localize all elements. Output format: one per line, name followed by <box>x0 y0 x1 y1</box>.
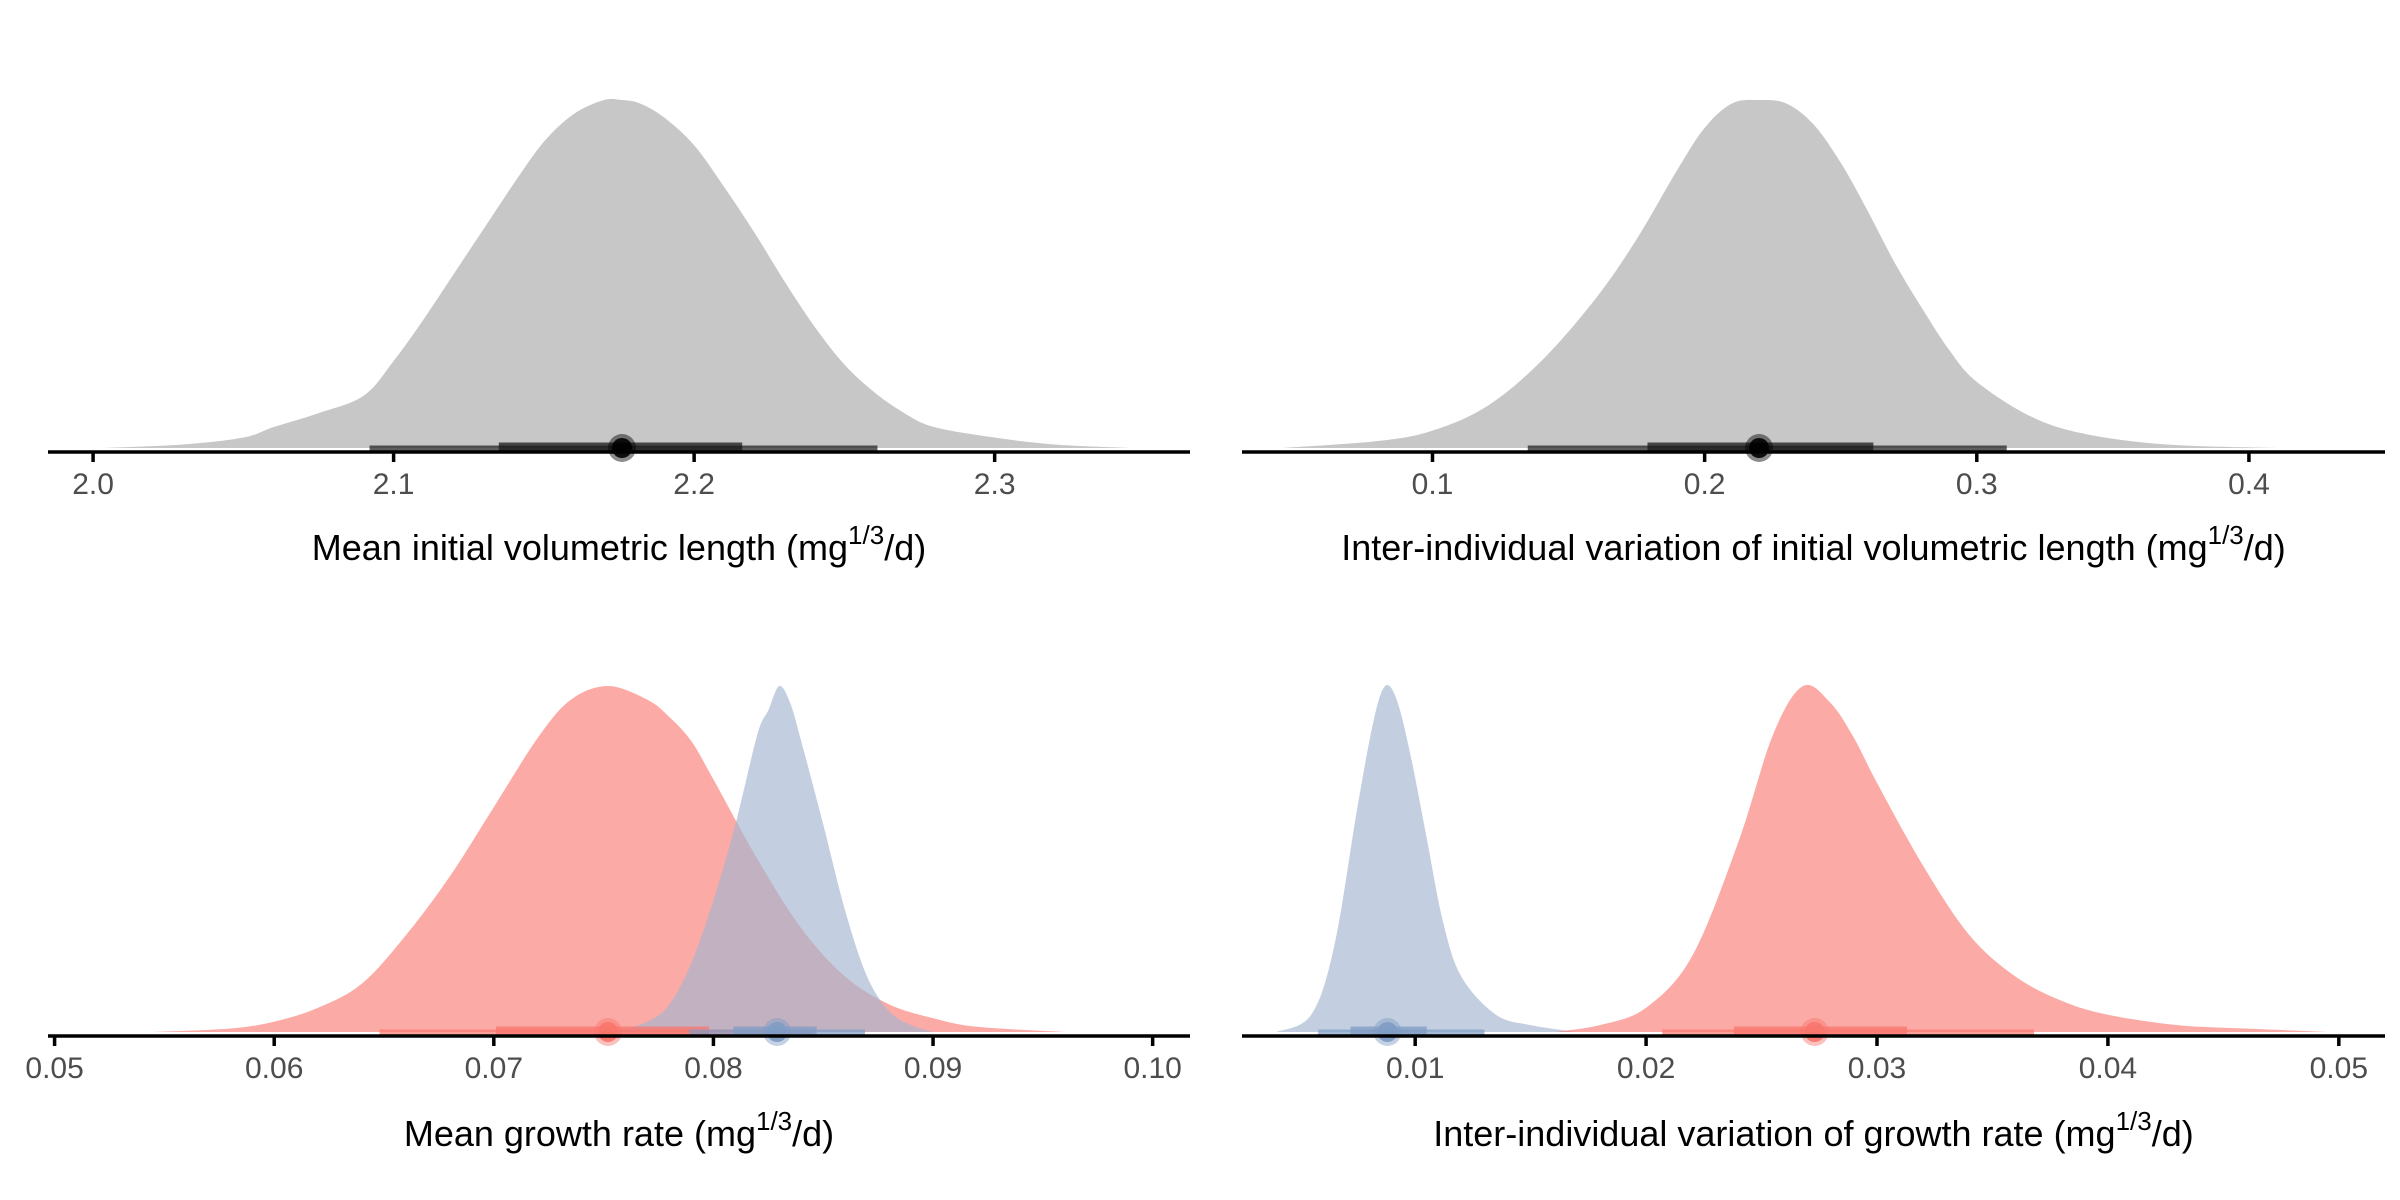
x-axis-title-superscript: 1/3 <box>2116 1106 2152 1136</box>
x-axis-title: Inter-individual variation of growth rat… <box>1433 1106 2193 1154</box>
x-axis-title-unit-tail: /d) <box>2244 527 2286 568</box>
point-estimate-1 <box>1749 438 1770 458</box>
x-tick-label: 0.10 <box>1123 1052 1181 1085</box>
density-area-1 <box>1276 685 1577 1032</box>
point-estimate-1 <box>598 1022 619 1042</box>
x-tick-label: 2.0 <box>72 468 114 501</box>
x-tick-label: 0.09 <box>904 1052 962 1085</box>
chart-panel-4: 0.01 0.02 0.03 0.04 0.05 Inter-individual var… <box>1242 684 2385 1154</box>
x-axis-title-text: Mean growth rate (mg <box>404 1113 756 1154</box>
density-area-2 <box>614 685 934 1032</box>
point-estimate-1 <box>1377 1022 1398 1042</box>
x-tick-label: 0.05 <box>2310 1052 2368 1085</box>
x-tick-label: 2.3 <box>974 468 1016 501</box>
density-area-1 <box>153 686 1065 1032</box>
x-tick-label: 0.4 <box>2228 468 2270 501</box>
x-axis-title-superscript: 1/3 <box>2208 520 2244 550</box>
density-area-2 <box>1553 684 2328 1032</box>
x-axis-title-unit-tail: /d) <box>2152 1113 2194 1154</box>
chart-panel-1: 2.0 2.1 2.2 2.3 Mean initial volumetric leng… <box>48 98 1190 568</box>
x-tick-label: 0.04 <box>2079 1052 2137 1085</box>
x-tick-label: 0.01 <box>1386 1052 1444 1085</box>
chart-panel-2: 0.1 0.2 0.3 0.4 Inter-individual variation o… <box>1242 99 2385 568</box>
x-axis-title-text: Mean initial volumetric length (mg <box>312 527 848 568</box>
x-tick-label: 0.05 <box>25 1052 83 1085</box>
x-axis-title-text: Inter-individual variation of initial vo… <box>1341 527 2207 568</box>
x-tick-label: 2.2 <box>673 468 715 501</box>
x-axis-title-superscript: 1/3 <box>756 1106 792 1136</box>
x-axis-title: Mean growth rate (mg1/3/d) <box>404 1106 834 1154</box>
x-axis-title: Inter-individual variation of initial vo… <box>1341 520 2286 568</box>
x-tick-label: 0.3 <box>1956 468 1998 501</box>
point-estimate-1 <box>612 438 633 458</box>
x-axis-title-unit-tail: /d) <box>884 527 926 568</box>
x-axis-title-superscript: 1/3 <box>848 520 884 550</box>
point-estimate-2 <box>1804 1022 1825 1042</box>
x-tick-label: 0.08 <box>684 1052 742 1085</box>
x-axis-title-unit-tail: /d) <box>792 1113 834 1154</box>
x-tick-label: 0.07 <box>465 1052 523 1085</box>
point-estimate-2 <box>767 1022 788 1042</box>
chart-panel-3: 0.05 0.06 0.07 0.08 0.09 0.10 Mean growth rate… <box>25 685 1190 1154</box>
x-tick-label: 2.1 <box>373 468 415 501</box>
x-tick-label: 0.03 <box>1848 1052 1906 1085</box>
x-axis-title: Mean initial volumetric length (mg1/3/d) <box>312 520 926 568</box>
x-tick-label: 0.1 <box>1412 468 1454 501</box>
density-area-1 <box>1282 99 2277 449</box>
x-tick-label: 0.06 <box>245 1052 303 1085</box>
density-area-1 <box>102 98 1130 448</box>
x-tick-label: 0.02 <box>1617 1052 1675 1085</box>
x-axis-title-text: Inter-individual variation of growth rat… <box>1433 1113 2115 1154</box>
x-tick-label: 0.2 <box>1684 468 1726 501</box>
